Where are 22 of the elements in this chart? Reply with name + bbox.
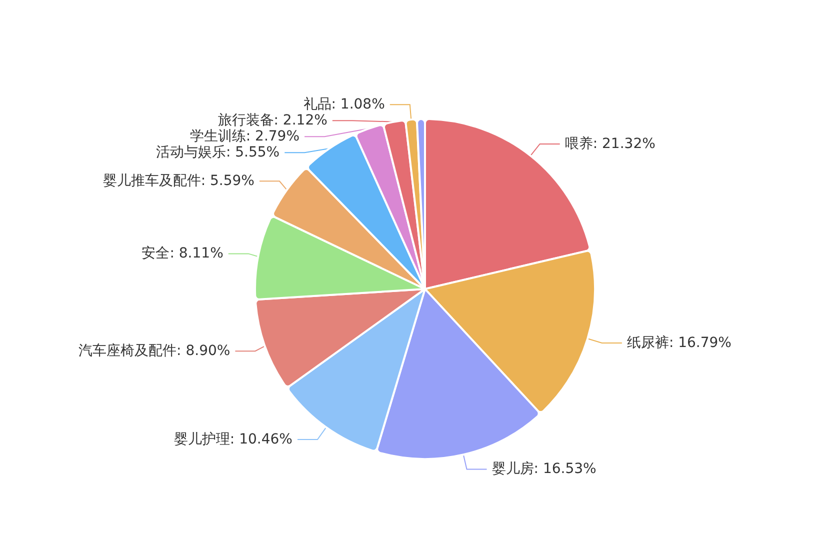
data-label: : 5.55% — [226, 144, 280, 161]
slice-label: 学生训练 — [190, 128, 246, 145]
data-label: : 16.79% — [668, 335, 732, 352]
slice-label: 婴儿房 — [492, 461, 534, 478]
slice-label: 纸尿裤 — [626, 335, 669, 352]
data-label: : 2.12% — [274, 112, 328, 129]
data-label: : 8.11% — [170, 246, 224, 262]
data-label: : 8.90% — [176, 343, 230, 360]
slice-label: 婴儿护理 — [174, 432, 230, 448]
slice-label: 旅行装备 — [218, 112, 274, 129]
data-label: : 21.32% — [592, 136, 656, 152]
slice-label: 汽车座椅及配件 — [78, 343, 177, 360]
slice-label: 喂养 — [564, 136, 593, 152]
slice-label: 婴儿推车及配件 — [102, 173, 201, 190]
slice-label: 礼品 — [303, 96, 332, 113]
slice-label: 安全 — [142, 246, 170, 262]
data-label: : 16.53% — [534, 461, 596, 478]
data-label: : 1.08% — [331, 96, 385, 113]
data-label: : 10.46% — [230, 432, 292, 448]
slice-label: 活动与娱乐 — [156, 144, 226, 161]
data-label: : 2.79% — [246, 128, 300, 145]
data-label: : 5.59% — [200, 173, 254, 190]
